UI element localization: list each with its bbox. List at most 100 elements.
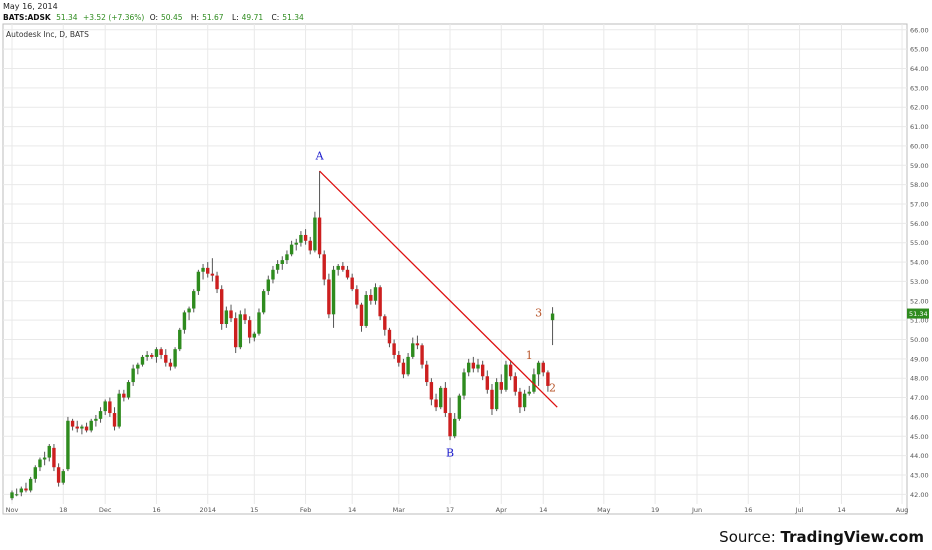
candle	[434, 393, 438, 412]
candle-body	[387, 329, 392, 344]
candle	[532, 368, 536, 394]
candle	[271, 265, 275, 284]
candle	[508, 360, 513, 381]
candle	[126, 380, 131, 400]
y-tick-label: 65.00	[910, 46, 929, 54]
y-axis[interactable]: 42.00 43.00 44.00 45.00 46.00 47.00 48.00 49.00…	[910, 26, 929, 499]
trendline-group[interactable]	[319, 170, 558, 408]
candle-body	[159, 349, 163, 355]
candle-body	[140, 356, 145, 365]
candle	[364, 291, 368, 328]
candle-body	[415, 343, 420, 346]
candle-body	[192, 291, 196, 309]
wave-label-1: 1	[526, 349, 533, 362]
candle	[266, 275, 270, 295]
candle	[19, 486, 24, 497]
candle	[201, 264, 205, 280]
candle	[471, 356, 476, 373]
candle	[457, 393, 462, 421]
candle-body	[10, 492, 14, 499]
x-tick-label: Apr	[496, 506, 508, 514]
candle	[159, 347, 163, 359]
y-tick-label: 42.00	[910, 491, 929, 499]
candle-body	[453, 418, 457, 437]
candle	[220, 285, 224, 330]
candle-body	[80, 426, 84, 429]
quote-bar: BATS:ADSK 51.34 +3.52 (+7.36%) O: 50.45 H…	[3, 13, 310, 22]
candle-body	[280, 260, 284, 264]
quote-open-value: 50.45	[161, 13, 183, 22]
candle	[494, 378, 499, 412]
candle-body	[471, 362, 476, 369]
candle	[136, 362, 140, 375]
candle	[401, 358, 406, 379]
candle-body	[154, 349, 159, 357]
candle	[103, 399, 107, 415]
candle-body	[229, 310, 233, 319]
trendline[interactable]	[319, 170, 558, 408]
candle	[257, 308, 261, 336]
candle	[192, 289, 196, 313]
candle-body	[448, 413, 452, 437]
candle	[504, 360, 508, 392]
x-tick-label: Nov	[6, 506, 19, 514]
y-tick-label: 48.00	[910, 375, 929, 383]
candle	[546, 370, 550, 392]
candle-body	[466, 362, 471, 373]
candle-body	[33, 467, 37, 479]
x-tick-label: 14	[348, 506, 356, 514]
candle-body	[359, 304, 364, 326]
quote-close-value: 51.34	[282, 13, 304, 22]
candle	[299, 231, 303, 247]
candle-body	[369, 294, 373, 301]
x-tick-label: Jul	[795, 506, 804, 514]
candle	[331, 265, 336, 328]
candle-body	[406, 356, 410, 375]
candle-body	[490, 389, 494, 410]
candle-body	[355, 289, 359, 305]
candle	[24, 482, 28, 493]
candle	[313, 211, 317, 253]
candle-body	[210, 273, 215, 276]
candle-body	[19, 488, 24, 493]
chart-title: Autodesk Inc, D, BATS	[6, 30, 89, 39]
candle	[89, 418, 93, 433]
candle	[550, 307, 555, 346]
candle	[373, 283, 378, 305]
y-tick-label: 58.00	[910, 181, 929, 189]
source-caption: Source: TradingView.com	[719, 528, 924, 546]
x-tick-label: 14	[837, 506, 845, 514]
candle	[275, 260, 280, 274]
x-tick-label: 18	[59, 506, 67, 514]
candle-body	[476, 364, 480, 369]
candle	[196, 269, 201, 295]
candle-body	[322, 254, 326, 280]
candle-body	[52, 447, 56, 468]
y-tick-label: 63.00	[910, 84, 929, 92]
candle	[308, 236, 312, 255]
candle-body	[131, 368, 135, 383]
candle-body	[70, 420, 75, 427]
candle	[94, 414, 98, 427]
x-tick-label: 14	[539, 506, 547, 514]
candle-body	[252, 333, 257, 338]
candle	[415, 335, 420, 350]
y-tick-label: 46.00	[910, 413, 929, 421]
source-brand[interactable]: TradingView.com	[780, 528, 924, 546]
candle	[178, 327, 182, 352]
x-axis[interactable]: Nov 18 Dec 16 2014 15 Feb 14 Mar 17 Apr 14 May 19 Jun 1…	[6, 506, 909, 514]
candle	[210, 258, 215, 282]
candle-body	[532, 374, 536, 392]
x-tick-label: 19	[651, 506, 659, 514]
candle-body	[536, 362, 541, 375]
candle	[369, 289, 373, 305]
x-tick-label: Dec	[99, 506, 112, 514]
candle	[33, 465, 37, 483]
candle-body	[61, 471, 65, 483]
candle-body	[150, 354, 154, 357]
quote-symbol[interactable]: BATS:ADSK	[3, 13, 51, 22]
candle-body	[206, 267, 210, 274]
x-tick-label: 2014	[199, 506, 216, 514]
candle	[420, 343, 424, 369]
